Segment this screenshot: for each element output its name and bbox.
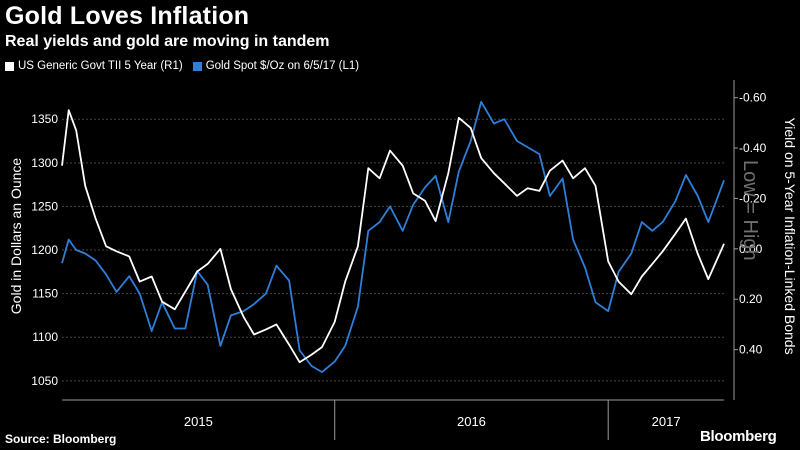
right-tick-label: -0.40 xyxy=(739,141,767,155)
source-note: Source: Bloomberg xyxy=(5,432,117,446)
left-tick-label: 1250 xyxy=(31,199,58,213)
legend-swatch-gold xyxy=(192,61,202,71)
series-layer xyxy=(61,100,725,373)
right-tick-label: -0.60 xyxy=(739,91,767,105)
bloomberg-logo: Bloomberg xyxy=(700,428,777,445)
x-axis: 2015 2016 2017 xyxy=(62,399,724,440)
chart-title: Gold Loves Inflation xyxy=(5,2,250,30)
left-axis-ticks: 1350 1300 1250 1200 1150 1100 1050 xyxy=(31,112,58,388)
x-tick-label: 2015 xyxy=(184,414,213,429)
left-tick-label: 1300 xyxy=(31,156,58,170)
left-tick-label: 1200 xyxy=(31,243,58,257)
series-line-yield xyxy=(61,109,725,364)
right-tick-label: 0.00 xyxy=(739,242,763,256)
right-tick-label: 0.20 xyxy=(739,292,763,306)
left-tick-label: 1100 xyxy=(32,330,58,344)
x-tick-label: 2016 xyxy=(457,414,486,429)
legend-label-yield: US Generic Govt TII 5 Year (R1) xyxy=(18,60,183,72)
legend-label-gold: Gold Spot $/Oz on 6/5/17 (L1) xyxy=(205,60,360,72)
right-tick-label: -0.20 xyxy=(739,191,767,205)
legend-item-gold: Gold Spot $/Oz on 6/5/17 (L1) xyxy=(192,60,360,72)
left-axis-title: Gold in Dollars an Ounce xyxy=(8,158,24,315)
x-tick-label: 2017 xyxy=(652,414,681,429)
legend: US Generic Govt TII 5 Year (R1) Gold Spo… xyxy=(5,60,369,72)
series-line-gold xyxy=(61,100,725,373)
left-tick-label: 1350 xyxy=(31,112,58,126)
left-tick-label: 1050 xyxy=(31,374,58,388)
grid-lines xyxy=(62,118,724,382)
left-tick-label: 1150 xyxy=(32,287,58,301)
chart-annotation: Low = High xyxy=(739,160,761,261)
chart-subtitle: Real yields and gold are moving in tande… xyxy=(5,33,330,50)
right-axis-title: Yield on 5-Year Inflation-Linked Bonds xyxy=(782,117,798,354)
legend-item-yield: US Generic Govt TII 5 Year (R1) xyxy=(5,60,183,72)
right-axis-ticks: -0.60 -0.40 -0.20 0.00 0.20 0.40 xyxy=(733,80,767,400)
legend-swatch-yield xyxy=(5,61,14,71)
right-tick-label: 0.40 xyxy=(739,343,763,357)
